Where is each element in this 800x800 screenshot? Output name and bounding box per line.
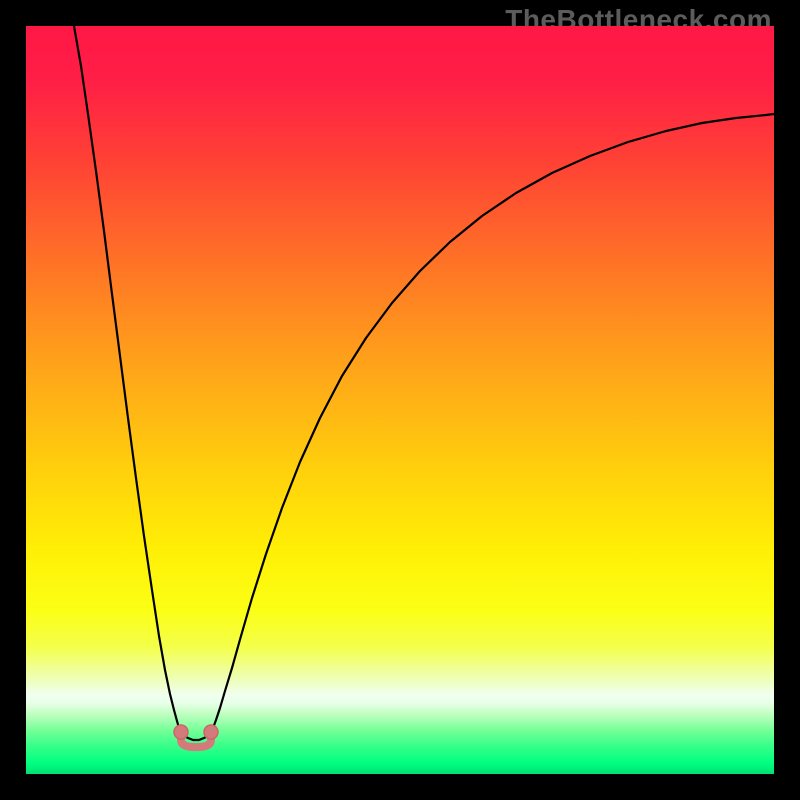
border-left — [0, 0, 26, 800]
curve-layer — [26, 26, 774, 774]
figure-root: TheBottleneck.com — [0, 0, 800, 800]
border-right — [774, 0, 800, 800]
bottleneck-curve — [74, 26, 774, 740]
tolerance-marks — [174, 725, 218, 747]
plot-area — [26, 26, 774, 774]
border-bottom — [0, 774, 800, 800]
